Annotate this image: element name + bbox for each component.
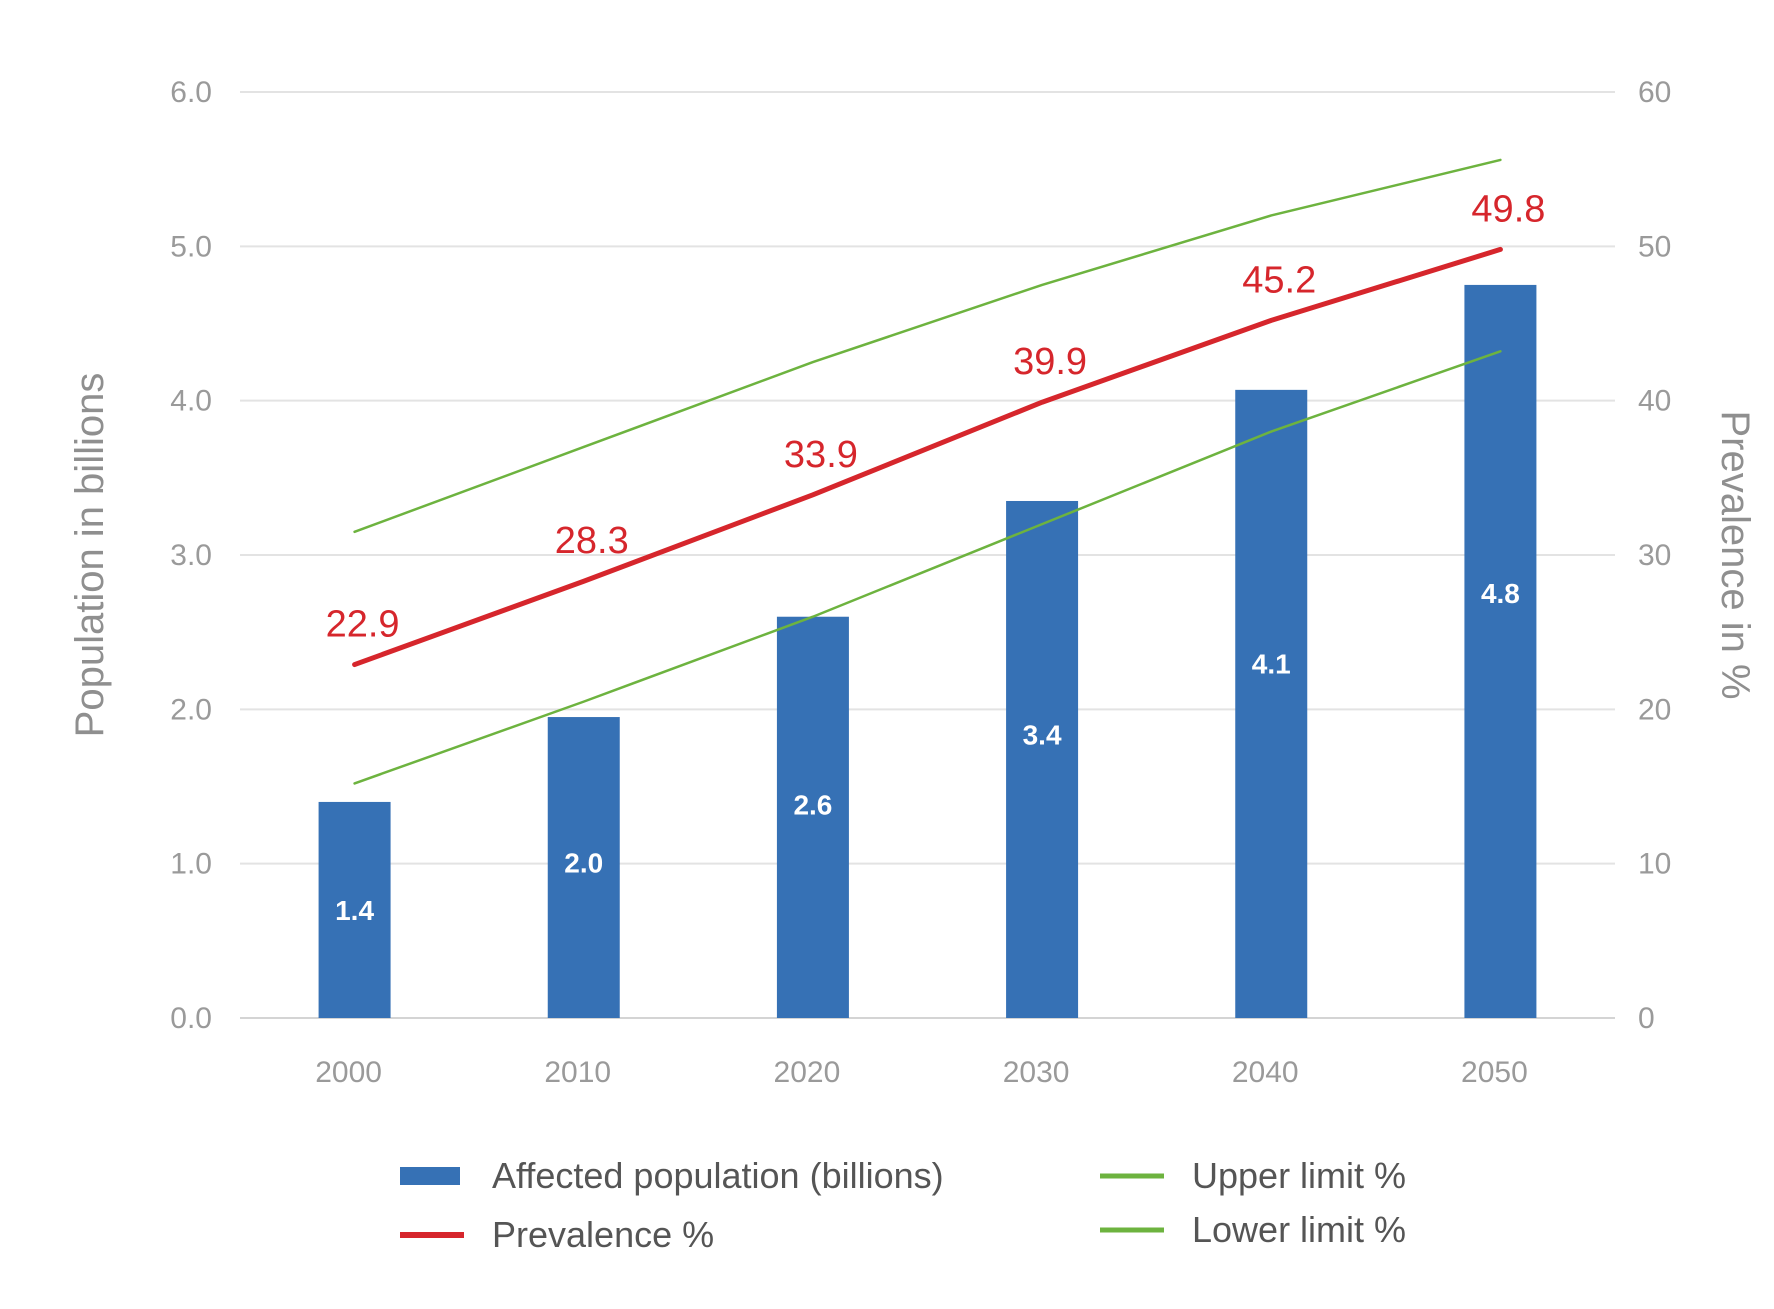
legend-label: Upper limit % bbox=[1192, 1155, 1406, 1196]
upper-limit-line bbox=[353, 158, 1502, 534]
prevalence-value-label: 28.3 bbox=[555, 520, 629, 562]
x-tick-label: 2040 bbox=[1232, 1056, 1299, 1089]
y2-tick-label: 50 bbox=[1638, 230, 1671, 263]
y2-tick-label: 10 bbox=[1638, 848, 1671, 881]
y-tick-label: 6.0 bbox=[170, 76, 212, 109]
bar bbox=[1464, 284, 1537, 1019]
y2-tick-label: 20 bbox=[1638, 693, 1671, 726]
y-tick-label: 3.0 bbox=[170, 539, 212, 572]
y-tick-label: 1.0 bbox=[170, 848, 212, 881]
prevalence-value-label: 33.9 bbox=[784, 434, 858, 476]
x-tick-label: 2050 bbox=[1461, 1056, 1528, 1089]
bar bbox=[547, 717, 620, 1018]
prevalence-value-label: 39.9 bbox=[1013, 341, 1087, 383]
x-tick-label: 2030 bbox=[1003, 1056, 1070, 1089]
prevalence-value-label: 49.8 bbox=[1471, 188, 1545, 230]
bar-value-label: 2.0 bbox=[564, 848, 603, 879]
bar bbox=[1006, 500, 1079, 1018]
prevalence-line bbox=[352, 246, 1503, 668]
lower-limit-line bbox=[353, 350, 1502, 785]
bar-value-label: 2.6 bbox=[793, 790, 832, 821]
bar bbox=[1235, 389, 1308, 1018]
y2-tick-label: 40 bbox=[1638, 385, 1671, 418]
bar bbox=[318, 801, 391, 1018]
prevalence-value-label: 45.2 bbox=[1242, 259, 1316, 301]
y2-tick-label: 30 bbox=[1638, 539, 1671, 572]
bar-value-label: 1.4 bbox=[335, 895, 374, 926]
y-tick-label: 5.0 bbox=[170, 230, 212, 263]
bar bbox=[776, 616, 849, 1018]
x-tick-label: 2020 bbox=[774, 1056, 841, 1089]
x-tick-label: 2010 bbox=[544, 1056, 611, 1089]
y-axis-title: Population in billions bbox=[68, 373, 112, 738]
bar-value-label: 4.8 bbox=[1481, 578, 1520, 609]
bar-value-label: 3.4 bbox=[1023, 720, 1062, 751]
y2-axis-title: Prevalence in % bbox=[1713, 410, 1757, 699]
legend-label: Prevalence % bbox=[492, 1214, 714, 1255]
y-tick-label: 0.0 bbox=[170, 1002, 212, 1035]
y-tick-label: 2.0 bbox=[170, 693, 212, 726]
x-tick-label: 2000 bbox=[315, 1056, 382, 1089]
legend-label: Affected population (billions) bbox=[492, 1155, 944, 1196]
y2-tick-label: 60 bbox=[1638, 76, 1671, 109]
y2-tick-label: 0 bbox=[1638, 1002, 1655, 1035]
prevalence-value-label: 22.9 bbox=[326, 604, 400, 646]
legend-label: Lower limit % bbox=[1192, 1209, 1406, 1250]
legend-swatch-bar bbox=[400, 1167, 460, 1185]
bar-value-label: 4.1 bbox=[1252, 649, 1291, 680]
y-tick-label: 4.0 bbox=[170, 385, 212, 418]
